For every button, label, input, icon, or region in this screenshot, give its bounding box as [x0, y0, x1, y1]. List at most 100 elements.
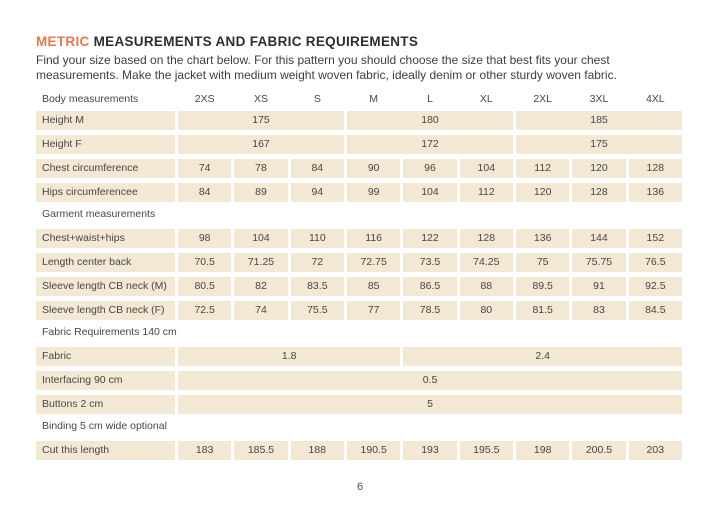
- page-title: METRIC MEASUREMENTS AND FABRIC REQUIREME…: [36, 34, 682, 49]
- value-cell: 91: [572, 277, 626, 296]
- value-cell: 188: [290, 441, 344, 460]
- value-cell: 136: [628, 183, 682, 202]
- value-cell: 185.5: [234, 441, 288, 460]
- value-cell: 183: [178, 441, 232, 460]
- intro-line-1: Find your size based on the chart below.…: [36, 53, 610, 67]
- value-cell: 120: [572, 159, 626, 178]
- value-cell: 92.5: [628, 277, 682, 296]
- table-row: Hips circumferencee 84 89 94 99 104 112 120 128 1…: [36, 183, 682, 202]
- value-cell: 83.5: [290, 277, 344, 296]
- value-cell: 74: [234, 301, 288, 320]
- header-size-xl: XL: [479, 93, 493, 105]
- value-cell: 75.75: [572, 253, 626, 272]
- value-cell: 175: [178, 111, 344, 130]
- value-cell: 120: [515, 183, 570, 202]
- value-cell: 104: [403, 183, 457, 202]
- value-cell: 96: [403, 159, 457, 178]
- value-cell: 195.5: [459, 441, 513, 460]
- value-cell: 72.75: [346, 253, 401, 272]
- value-cell: 5: [178, 395, 682, 414]
- header-label: Body measurements: [42, 93, 139, 105]
- value-cell: 128: [628, 159, 682, 178]
- table-row: Fabric 1.8 2.4: [36, 347, 682, 366]
- table-row: Cut this length 183 185.5 188 190.5 193 195.5 1…: [36, 441, 682, 460]
- value-cell: 84.5: [628, 301, 682, 320]
- value-cell: 112: [515, 159, 570, 178]
- value-cell: 128: [572, 183, 626, 202]
- section-header: Garment measurements: [42, 208, 156, 220]
- value-cell: 84: [290, 159, 344, 178]
- header-size-m: M: [369, 93, 379, 105]
- value-cell: 86.5: [403, 277, 457, 296]
- value-cell: 89: [234, 183, 288, 202]
- row-label: Fabric: [36, 347, 175, 366]
- value-cell: 80: [459, 301, 513, 320]
- value-cell: 193: [403, 441, 457, 460]
- row-label: Interfacing 90 cm: [36, 371, 175, 390]
- value-cell: 81.5: [515, 301, 570, 320]
- header-size-l: L: [427, 93, 433, 105]
- table-header-row: Body measurements 2XS XS S M L XL 2XL 3XL 4XL: [36, 93, 682, 106]
- value-cell: 167: [178, 135, 344, 154]
- value-cell: 99: [346, 183, 401, 202]
- value-cell: 72: [290, 253, 344, 272]
- value-cell: 122: [403, 229, 457, 248]
- value-cell: 73.5: [403, 253, 457, 272]
- value-cell: 80.5: [178, 277, 232, 296]
- title-accent: METRIC: [36, 34, 90, 49]
- header-size-4xl: 4XL: [645, 93, 665, 105]
- table-row: Height M 175 180 185: [36, 111, 682, 130]
- value-cell: 0.5: [178, 371, 682, 390]
- value-cell: 128: [459, 229, 513, 248]
- value-cell: 1.8: [178, 347, 401, 366]
- value-cell: 74.25: [459, 253, 513, 272]
- table-row: Interfacing 90 cm 0.5: [36, 371, 682, 390]
- header-size-3xl: 3XL: [589, 93, 609, 105]
- value-cell: 110: [290, 229, 344, 248]
- value-cell: 198: [515, 441, 570, 460]
- value-cell: 84: [178, 183, 232, 202]
- value-cell: 78.5: [403, 301, 457, 320]
- value-cell: 78: [234, 159, 288, 178]
- value-cell: 82: [234, 277, 288, 296]
- intro-line-2: measurements. Make the jacket with mediu…: [36, 68, 617, 82]
- value-cell: 175: [516, 135, 682, 154]
- value-cell: 144: [572, 229, 626, 248]
- section-header: Fabric Requirements 140 cm: [42, 326, 177, 338]
- value-cell: 74: [178, 159, 232, 178]
- row-label: Sleeve length CB neck (M): [36, 277, 175, 296]
- row-label: Length center back: [36, 253, 175, 272]
- value-cell: 83: [572, 301, 626, 320]
- size-table: Body measurements 2XS XS S M L XL 2XL 3XL 4XL Heig…: [36, 93, 682, 460]
- value-cell: 180: [347, 111, 513, 130]
- row-label: Cut this length: [36, 441, 175, 460]
- value-cell: 172: [347, 135, 513, 154]
- row-label: Height F: [36, 135, 175, 154]
- header-size-xs: XS: [253, 93, 268, 105]
- value-cell: 203: [628, 441, 682, 460]
- value-cell: 85: [346, 277, 401, 296]
- value-cell: 77: [346, 301, 401, 320]
- table-row: Sleeve length CB neck (F) 72.5 74 75.5 77 78.…: [36, 301, 682, 320]
- title-rest: MEASUREMENTS AND FABRIC REQUIREMENTS: [89, 34, 419, 49]
- value-cell: 190.5: [346, 441, 401, 460]
- table-row: Chest+waist+hips 98 104 110 116 122 128 136 144 1…: [36, 229, 682, 248]
- table-row: Length center back 70.5 71.25 72 72.75 73.5 74…: [36, 253, 682, 272]
- value-cell: 2.4: [403, 347, 682, 366]
- table-row: Sleeve length CB neck (M) 80.5 82 83.5 85 86.…: [36, 277, 682, 296]
- table-row: Height F 167 172 175: [36, 135, 682, 154]
- row-label: Chest+waist+hips: [36, 229, 175, 248]
- value-cell: 98: [178, 229, 232, 248]
- value-cell: 72.5: [178, 301, 232, 320]
- value-cell: 152: [628, 229, 682, 248]
- row-label: Sleeve length CB neck (F): [36, 301, 175, 320]
- value-cell: 71.25: [234, 253, 288, 272]
- value-cell: 104: [459, 159, 513, 178]
- row-label: Buttons 2 cm: [36, 395, 175, 414]
- value-cell: 94: [290, 183, 344, 202]
- row-label: Hips circumferencee: [36, 183, 175, 202]
- value-cell: 104: [234, 229, 288, 248]
- value-cell: 90: [346, 159, 401, 178]
- value-cell: 75: [515, 253, 570, 272]
- header-size-2xs: 2XS: [194, 93, 215, 105]
